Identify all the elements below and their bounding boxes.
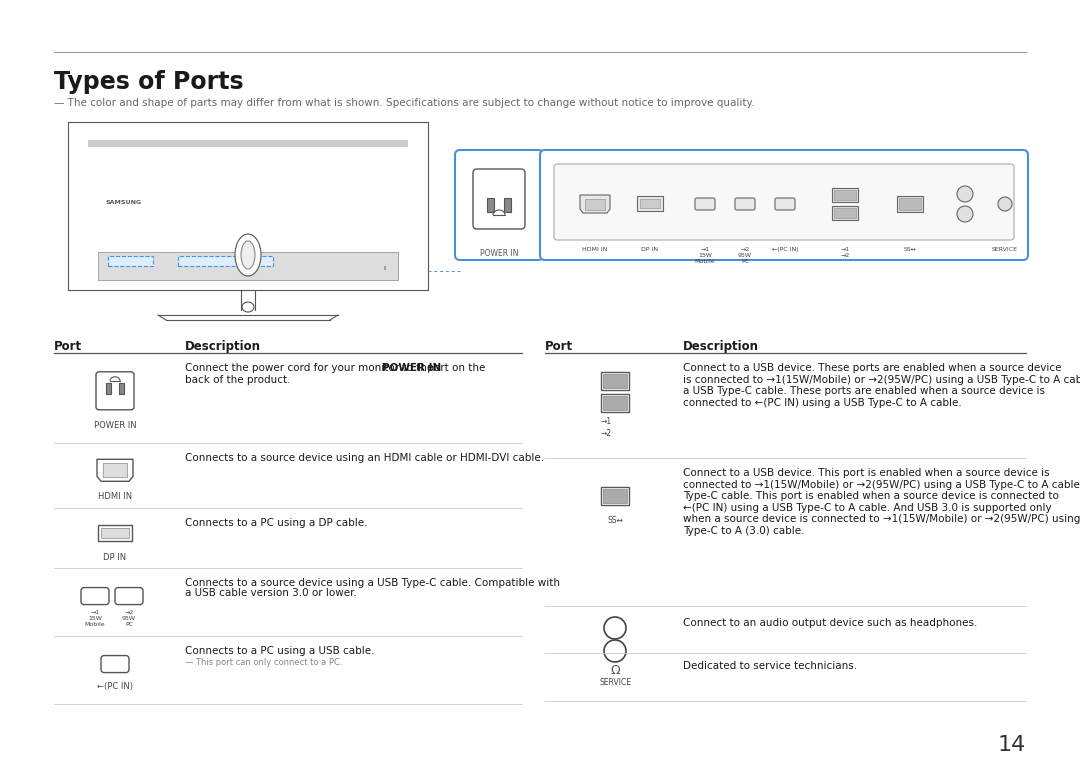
Text: Connects to a source device using a USB Type-C cable. Compatible with: Connects to a source device using a USB … [185, 578, 561, 588]
Text: Ω: Ω [610, 664, 620, 677]
Text: Connects to a PC using a USB cable.: Connects to a PC using a USB cable. [185, 646, 375, 656]
Text: →1
15W
Mobile: →1 15W Mobile [84, 610, 106, 626]
FancyBboxPatch shape [554, 164, 1014, 240]
Polygon shape [97, 459, 133, 481]
Bar [640, 199, 660, 208]
Text: ←(PC IN): ←(PC IN) [97, 682, 133, 691]
Text: ←(PC IN): ←(PC IN) [772, 247, 798, 252]
Text: Connect to a USB device. This port is enabled when a source device is
connected : Connect to a USB device. This port is en… [683, 468, 1080, 536]
Bar [585, 199, 605, 210]
Bar [899, 198, 921, 210]
Text: SERVICE: SERVICE [993, 247, 1018, 252]
FancyBboxPatch shape [540, 150, 1028, 260]
Text: Connect to a USB device. These ports are enabled when a source device
is connect: Connect to a USB device. These ports are… [683, 363, 1080, 407]
FancyBboxPatch shape [455, 150, 543, 260]
Text: HDMI IN: HDMI IN [98, 491, 132, 501]
Circle shape [957, 186, 973, 202]
Circle shape [604, 617, 626, 639]
Circle shape [604, 640, 626, 662]
Text: Connects to a source device using an HDMI cable or HDMI-DVI cable.: Connects to a source device using an HDM… [185, 453, 544, 463]
Text: SS↔: SS↔ [607, 516, 623, 525]
Bar [487, 198, 494, 212]
Text: →2
95W
PC: →2 95W PC [122, 610, 136, 626]
Text: SERVICE: SERVICE [599, 678, 631, 687]
Text: SAMSUNG: SAMSUNG [106, 200, 143, 205]
Text: →1
15W
Mobile: →1 15W Mobile [694, 247, 715, 263]
Text: Description: Description [683, 340, 759, 353]
Text: →1
→2: →1 →2 [840, 247, 850, 258]
Bar [603, 489, 627, 503]
FancyBboxPatch shape [114, 588, 143, 604]
Text: Description: Description [185, 340, 261, 353]
Text: POWER IN: POWER IN [382, 363, 442, 373]
Text: Port: Port [545, 340, 573, 353]
Text: POWER IN: POWER IN [480, 249, 518, 258]
Text: DP IN: DP IN [104, 553, 126, 562]
Bar [98, 252, 399, 280]
Bar [834, 190, 856, 200]
Ellipse shape [241, 241, 255, 269]
Text: 14: 14 [998, 735, 1026, 755]
Bar [603, 374, 627, 388]
Bar [103, 463, 127, 478]
Text: Port: Port [54, 340, 82, 353]
Text: →2
95W
PC: →2 95W PC [738, 247, 752, 263]
Text: Dedicated to service technicians.: Dedicated to service technicians. [683, 661, 858, 671]
Bar [637, 196, 663, 211]
Text: Connects to a PC using a DP cable.: Connects to a PC using a DP cable. [185, 518, 367, 528]
Bar [834, 208, 856, 218]
Bar [600, 487, 629, 505]
Text: Types of Ports: Types of Ports [54, 70, 244, 94]
FancyBboxPatch shape [81, 588, 109, 604]
Bar [102, 528, 129, 538]
Text: — The color and shape of parts may differ from what is shown. Specifications are: — The color and shape of parts may diffe… [54, 98, 755, 108]
Text: back of the product.: back of the product. [185, 375, 291, 385]
Text: SS↔: SS↔ [904, 247, 917, 252]
Bar [178, 256, 273, 266]
Text: →1: →1 [600, 417, 612, 426]
Bar [832, 206, 858, 220]
Text: — This port can only connect to a PC.: — This port can only connect to a PC. [185, 658, 342, 667]
Bar [832, 188, 858, 202]
Text: →2: →2 [600, 429, 612, 438]
Bar [600, 372, 629, 390]
Polygon shape [580, 195, 610, 213]
Bar [98, 525, 132, 541]
Text: POWER IN: POWER IN [94, 420, 136, 430]
Circle shape [957, 206, 973, 222]
Bar [87, 140, 408, 147]
Bar [603, 396, 627, 410]
Bar [897, 196, 923, 212]
FancyBboxPatch shape [473, 169, 525, 229]
Text: II: II [383, 266, 387, 271]
Bar [108, 256, 153, 266]
Text: Connect to an audio output device such as headphones.: Connect to an audio output device such a… [683, 618, 977, 628]
Bar [119, 383, 124, 394]
FancyBboxPatch shape [102, 655, 129, 672]
Text: Connect the power cord for your monitor to the: Connect the power cord for your monitor … [185, 363, 436, 373]
Ellipse shape [235, 234, 261, 276]
FancyBboxPatch shape [96, 372, 134, 410]
Text: a USB cable version 3.0 or lower.: a USB cable version 3.0 or lower. [185, 588, 356, 598]
Bar [106, 383, 111, 394]
Bar [600, 394, 629, 412]
Circle shape [998, 197, 1012, 211]
FancyBboxPatch shape [696, 198, 715, 210]
Ellipse shape [242, 302, 254, 312]
Text: HDMI IN: HDMI IN [582, 247, 608, 252]
Text: DP IN: DP IN [642, 247, 659, 252]
FancyBboxPatch shape [775, 198, 795, 210]
FancyBboxPatch shape [735, 198, 755, 210]
Text: port on the: port on the [424, 363, 485, 373]
Bar [68, 122, 428, 290]
Bar [504, 198, 511, 212]
